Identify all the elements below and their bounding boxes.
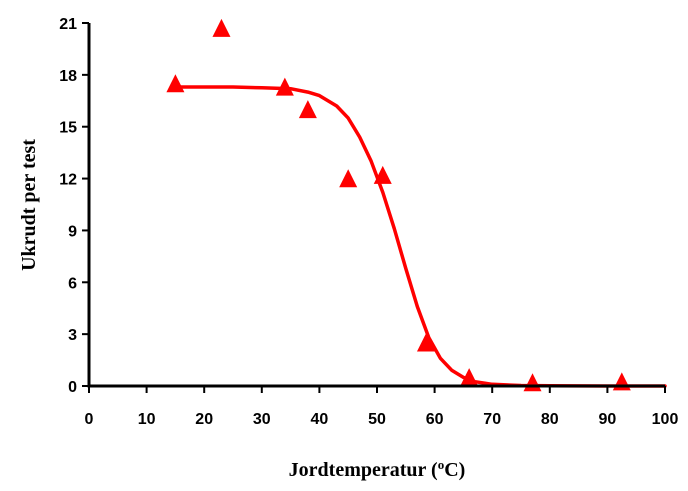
data-point-triangle (523, 373, 542, 392)
x-axis-title-suffix: C) (444, 459, 465, 481)
y-tick-label: 9 (68, 223, 77, 240)
x-axis-title: Jordtemperatur (oC) (289, 457, 466, 482)
plot-area (166, 18, 667, 392)
x-tick-label: 40 (311, 411, 329, 428)
y-tick-label: 15 (59, 120, 77, 137)
y-tick-label: 0 (68, 379, 77, 396)
data-point-triangle (212, 18, 231, 37)
data-point-triangle (166, 74, 185, 93)
data-point-triangle (416, 333, 435, 352)
data-point-triangle (339, 169, 358, 188)
y-axis-title: Ukrudt per test (18, 139, 40, 271)
data-point-triangle (460, 368, 479, 387)
y-tick-label: 18 (59, 68, 77, 85)
x-tick-label: 80 (541, 411, 559, 428)
x-tick-label: 10 (138, 411, 156, 428)
x-tick-label: 0 (85, 411, 94, 428)
x-axis-title-main: Jordtemperatur ( (289, 459, 438, 481)
y-tick-label: 3 (68, 327, 77, 344)
x-tick-label: 70 (483, 411, 501, 428)
x-tick-label: 30 (253, 411, 271, 428)
x-tick-label: 20 (195, 411, 213, 428)
y-tick-label: 6 (68, 275, 77, 292)
x-tick-label: 100 (652, 411, 679, 428)
fitted-curve (173, 85, 667, 388)
y-tick-label: 21 (59, 16, 77, 33)
data-point-triangle (612, 372, 631, 391)
data-point-triangle (373, 165, 392, 184)
x-tick-label: 50 (368, 411, 386, 428)
data-point-triangle (298, 100, 317, 119)
x-tick-label: 60 (426, 411, 444, 428)
y-axis: 0 3 6 9 12 15 18 21 (59, 16, 91, 396)
data-point-triangle (275, 77, 294, 96)
x-axis-title-superscript: o (438, 457, 445, 472)
x-tick-label: 90 (599, 411, 617, 428)
x-axis: 0 10 20 30 40 50 60 70 80 90 100 (85, 384, 679, 428)
y-tick-label: 12 (59, 172, 77, 189)
